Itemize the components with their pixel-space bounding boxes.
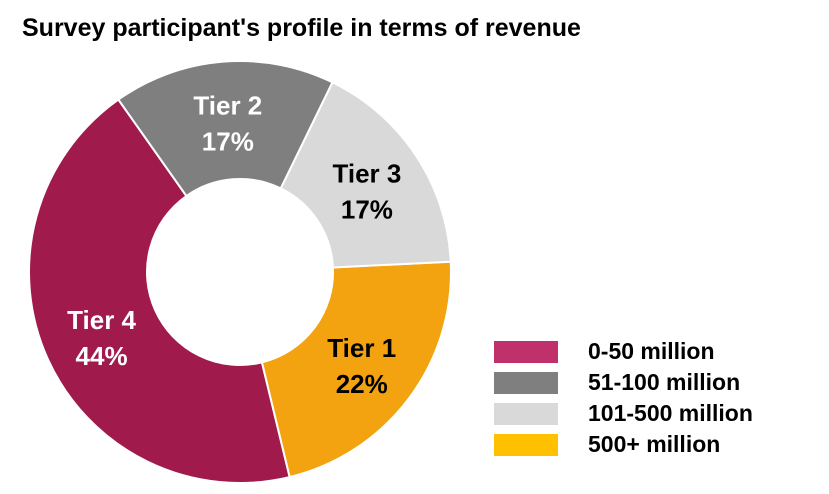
legend-item: 0-50 million xyxy=(494,336,753,367)
legend-item: 500+ million xyxy=(494,429,753,460)
legend-label: 51-100 million xyxy=(588,369,741,395)
legend-item: 101-500 million xyxy=(494,398,753,429)
legend-swatch xyxy=(494,371,558,394)
donut-slice-tier-3 xyxy=(279,81,452,269)
slice-value-label: 17% xyxy=(202,126,254,156)
legend-swatch xyxy=(494,340,558,363)
slice-label: Tier 4 xyxy=(67,305,136,335)
legend-swatch xyxy=(494,433,558,456)
slice-label: Tier 2 xyxy=(193,90,262,120)
donut-slice-tier-4 xyxy=(28,98,291,484)
slice-value-label: 22% xyxy=(336,369,388,399)
legend: 0-50 million 51-100 million 101-500 mill… xyxy=(494,336,753,460)
chart-title: Survey participant's profile in terms of… xyxy=(22,14,581,42)
donut-slice-tier-2 xyxy=(116,60,334,198)
legend-label: 101-500 million xyxy=(588,400,753,426)
legend-label: 0-50 million xyxy=(588,338,715,364)
legend-swatch xyxy=(494,402,558,425)
slice-label: Tier 3 xyxy=(332,158,401,188)
slice-value-label: 17% xyxy=(341,194,393,224)
donut-slice-tier-1 xyxy=(260,260,452,479)
legend-item: 51-100 million xyxy=(494,367,753,398)
slice-label: Tier 1 xyxy=(327,333,396,363)
legend-label: 500+ million xyxy=(588,431,721,457)
slice-value-label: 44% xyxy=(76,341,128,371)
